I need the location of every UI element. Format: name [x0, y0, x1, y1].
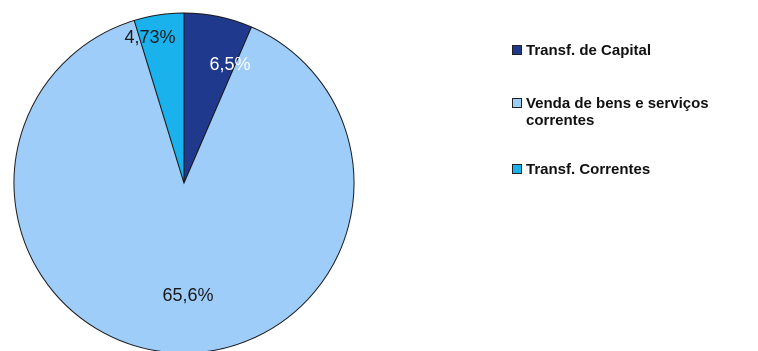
legend-swatch-transf-correntes — [512, 164, 522, 174]
slice-label-1: 65,6% — [162, 285, 213, 305]
pie-slice-2 — [133, 12, 185, 184]
legend-swatch-venda-bens — [512, 98, 522, 108]
legend-item-transf-capital: Transf. de Capital — [512, 42, 757, 59]
legend-item-venda-bens: Venda de bens e serviços correntes — [512, 95, 757, 129]
pie-slice-1 — [13, 19, 355, 351]
legend-item-transf-correntes: Transf. Correntes — [512, 161, 757, 178]
slice-label-2: 4,73% — [124, 27, 175, 47]
legend-label-transf-capital: Transf. de Capital — [526, 42, 652, 59]
legend: Transf. de Capital Venda de bens e servi… — [512, 42, 757, 178]
legend-swatch-transf-capital — [512, 45, 522, 55]
legend-label-transf-correntes: Transf. Correntes — [526, 161, 651, 178]
slice-label-0: 6,5% — [209, 54, 250, 74]
legend-label-venda-bens: Venda de bens e serviços correntes — [526, 95, 709, 129]
